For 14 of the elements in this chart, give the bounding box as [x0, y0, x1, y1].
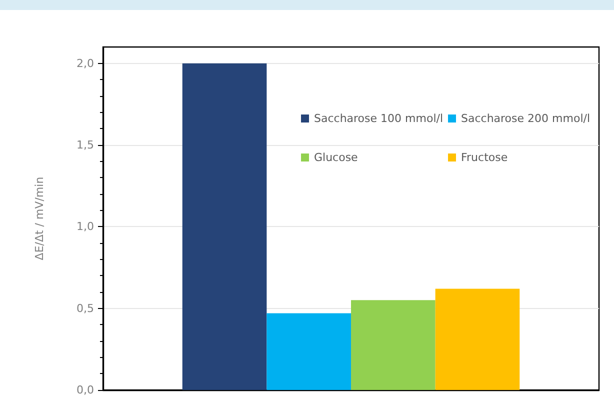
y-tick-label: 0,0	[76, 384, 94, 396]
legend-label: Saccharose 200 mmol/l	[461, 112, 590, 125]
y-tick-label: 1,0	[76, 220, 94, 234]
y-axis-title: ΔE/Δt / mV/min	[33, 176, 46, 260]
bar	[351, 300, 436, 390]
bar	[435, 288, 520, 390]
y-tick-label: 0,5	[76, 302, 94, 315]
bar	[266, 313, 351, 390]
y-tick-label: 2,0	[76, 56, 94, 70]
bar	[182, 63, 267, 390]
legend-label: Glucose	[314, 151, 358, 164]
legend-label: Saccharose 100 mmol/l	[314, 112, 444, 125]
legend-label: Fructose	[461, 151, 508, 164]
y-tick-label: 1,5	[76, 138, 94, 152]
